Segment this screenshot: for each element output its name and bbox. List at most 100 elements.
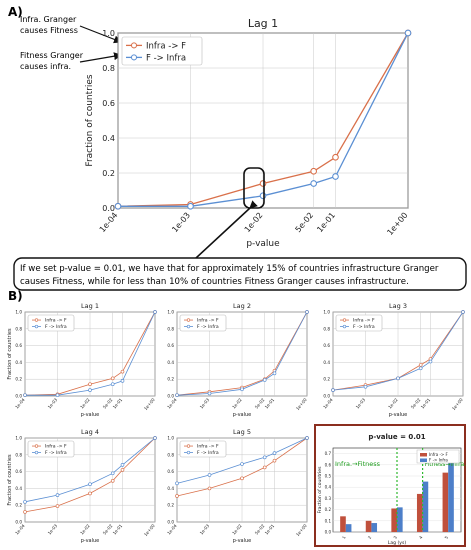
lag4-legend-marker-0 — [34, 444, 39, 448]
main-ytick-5: 1.0 — [102, 29, 115, 38]
lag1-ytick-1: 0.2 — [15, 377, 22, 382]
lag1-ytick-3: 0.6 — [15, 343, 22, 348]
main-xtick-1: 1e-03 — [170, 211, 192, 234]
annotation-infra-line-2: causes Fitness — [20, 26, 78, 35]
lag2-xtick-5: 1e+00 — [295, 397, 308, 411]
bars-bar-1-4 — [448, 454, 454, 532]
bars-bar-1-3 — [422, 481, 429, 532]
bars-legend-label-1: F -> Infra — [429, 458, 448, 463]
callout-box — [13, 257, 467, 291]
arrow-to-legend-fitness — [79, 52, 122, 63]
lag2-ytick-2: 0.4 — [167, 360, 174, 365]
lag5-xtick-0: 1e-04 — [166, 523, 178, 536]
lag1-xtick-0: 1e-04 — [14, 397, 26, 410]
lag4-series-1-point-2 — [88, 482, 92, 487]
lag5-xtick-1: 1e-03 — [199, 523, 211, 536]
main-title: Lag 1 — [248, 17, 278, 30]
callout-line-2: causes Fitness, while for less than 10% … — [20, 277, 409, 287]
small-charts: 0.00.20.40.60.81.01e-04 1e-03 1e-02 5e-021e… — [7, 302, 465, 544]
lag2-ytick-1: 0.2 — [167, 377, 174, 382]
lag3-ytick-3: 0.6 — [323, 343, 330, 348]
main-legend-marker-1 — [130, 54, 138, 61]
lag2-series-1-point-0 — [175, 393, 179, 397]
lag4-series-1-line — [24, 437, 156, 503]
lag1-legend-label-1: F -> Infra — [45, 324, 67, 330]
bars-ytick-5: 0.5 — [325, 474, 332, 479]
lag3-ytick-2: 0.4 — [323, 360, 330, 365]
lag4-xtick-3: 5e-02 — [102, 523, 114, 536]
main-chart: 0.00.20.40.60.81.01e-04 1e-03 1e-02 5e-02 1e… — [85, 17, 412, 249]
bars-ytick-7: 0.7 — [325, 451, 332, 456]
lag4-series-0-point-3 — [110, 479, 115, 483]
bars-legend-swatch-0 — [420, 453, 427, 457]
lag2-legend — [179, 314, 227, 332]
lag5-series-0-point-2 — [240, 476, 244, 481]
lag2-title: Lag 2 — [233, 302, 251, 310]
main-ytick-0: 0.0 — [102, 204, 115, 213]
main-legend-label-1: F -> Infra — [146, 53, 186, 63]
lag4-series-0-point-1 — [55, 504, 60, 508]
lag5-ytick-4: 0.8 — [167, 452, 174, 457]
lag3-series-1-point-5 — [461, 310, 465, 314]
lag3-series-1-point-0 — [331, 388, 335, 392]
bars-xtick-2: 3 — [392, 535, 398, 540]
lag4-title: Lag 4 — [81, 428, 99, 436]
annotation-fitness-line-1: Fitness Granger — [20, 51, 84, 60]
panel-label-a: A) — [8, 5, 23, 19]
lag2-series-1-point-5 — [305, 310, 309, 314]
main-series-1-line — [118, 32, 409, 207]
lag5-series-1-point-0 — [175, 481, 179, 486]
lag2-ytick-4: 0.8 — [167, 326, 174, 331]
lag4-xtick-4: 1e-01 — [112, 523, 124, 536]
lag4-ytick-1: 0.2 — [15, 503, 22, 508]
lag5-legend-label-1: F -> Infra — [197, 450, 219, 456]
lag2-legend-marker-1 — [186, 324, 191, 329]
lag4-ytick-3: 0.6 — [15, 469, 22, 474]
lag2-xtick-2: 1e-02 — [231, 397, 243, 410]
lag5-series-0-point-1 — [207, 486, 212, 491]
lag2-series-1-point-3 — [262, 378, 267, 382]
lag5-ytick-3: 0.6 — [167, 469, 174, 474]
bars-region-right: Fitness→Infra. — [425, 461, 467, 468]
main-series-0-point-4 — [332, 153, 339, 161]
bars-bar-1-2 — [397, 507, 403, 532]
lag3-xtick-2: 1e-02 — [387, 397, 399, 410]
bars-xtick-1: 2 — [367, 535, 373, 540]
lag5-xtick-2: 1e-02 — [231, 523, 243, 536]
main-series-1-point-4 — [332, 173, 339, 180]
lag2-xtick-4: 1e-01 — [264, 397, 276, 410]
lag1-series-0-point-4 — [120, 369, 125, 374]
lag5-ytick-2: 0.4 — [167, 486, 174, 491]
bars-bar-0-3 — [416, 493, 423, 532]
lag2-series-0-line — [176, 311, 308, 396]
main-series-1-point-3 — [310, 180, 317, 187]
lag1-xtick-3: 5e-02 — [102, 397, 114, 410]
panel-label-b: B) — [8, 289, 23, 303]
lag5-series-1-point-3 — [262, 455, 267, 460]
lag4-series-1-point-5 — [153, 436, 157, 440]
bar-chart: 0.0 0.1 0.2 0.3 0.4 0.5 0.6 0.7 1 2 3 4 5 Infra.→Fitn… — [317, 433, 466, 546]
lag1-legend — [27, 314, 75, 332]
main-xtick-2: 1e-02 — [243, 211, 265, 234]
lag5-ytick-1: 0.2 — [167, 503, 174, 508]
bars-ytick-6: 0.6 — [325, 462, 332, 467]
lag1-series-1-point-4 — [120, 379, 125, 383]
lag4-legend-label-0: Infra -> F — [45, 444, 67, 450]
lag3-series-1-point-2 — [396, 376, 400, 381]
main-series-1-point-5 — [404, 29, 412, 37]
bar-chart-frame — [314, 424, 466, 547]
lag5-legend — [179, 440, 227, 458]
bars-legend-swatch-1 — [420, 458, 427, 462]
lag2-series-1-point-2 — [240, 387, 244, 392]
lag1-series-1-point-0 — [23, 393, 27, 397]
lag4-xlabel: p-value — [81, 538, 100, 544]
lag2-legend-label-0: Infra -> F — [197, 318, 219, 324]
lag4-legend-marker-1 — [34, 450, 39, 455]
bars-region-left: Infra.→Fitness — [335, 460, 381, 468]
main-legend-label-0: Infra -> F — [146, 41, 186, 51]
lag1-xtick-2: 1e-02 — [79, 397, 91, 410]
arrow-to-legend-infra — [79, 25, 122, 44]
lag1-series-1-point-3 — [110, 382, 115, 387]
lag5-series-1-point-5 — [305, 436, 309, 440]
lag1-ytick-4: 0.8 — [15, 326, 22, 331]
